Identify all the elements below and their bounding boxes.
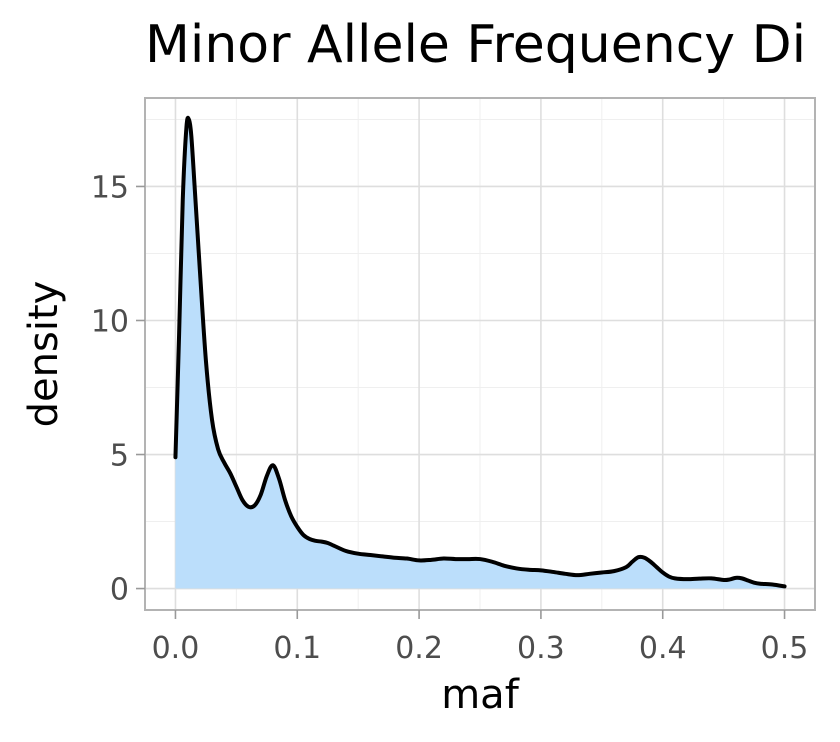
x-axis-title: maf bbox=[441, 672, 519, 718]
x-tick-label: 0.1 bbox=[273, 631, 321, 666]
chart-title: Minor Allele Frequency Di bbox=[145, 15, 806, 75]
x-tick-label: 0.3 bbox=[517, 631, 565, 666]
y-axis: 0 5 10 15 bbox=[91, 170, 145, 608]
y-tick-label: 5 bbox=[110, 439, 129, 474]
x-tick-label: 0.0 bbox=[152, 631, 200, 666]
minor-gridlines bbox=[145, 98, 815, 610]
x-tick-label: 0.4 bbox=[639, 631, 687, 666]
x-tick-label: 0.2 bbox=[395, 631, 443, 666]
y-axis-title: density bbox=[21, 281, 67, 428]
y-tick-label: 15 bbox=[91, 170, 129, 205]
panel-border bbox=[144, 97, 816, 611]
y-tick-label: 10 bbox=[91, 304, 129, 339]
x-axis: 0.0 0.1 0.2 0.3 0.4 0.5 bbox=[152, 610, 809, 666]
x-tick-label: 0.5 bbox=[761, 631, 809, 666]
y-tick-label: 0 bbox=[110, 573, 129, 608]
density-line bbox=[173, 115, 787, 589]
density-area bbox=[175, 117, 785, 589]
